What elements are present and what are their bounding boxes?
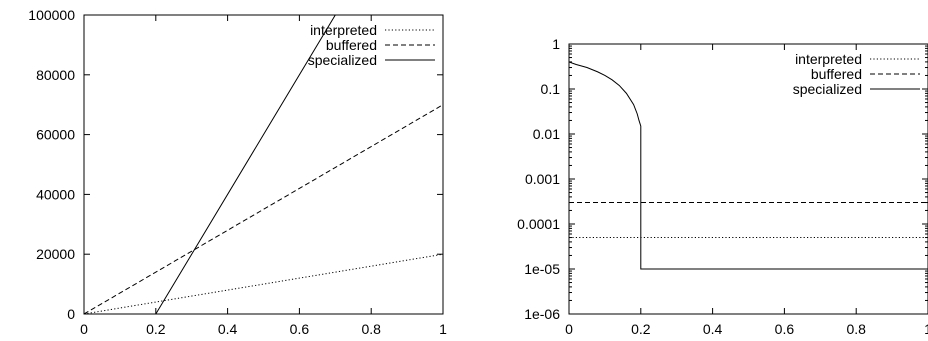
right-y-tick-label: 1e-05 (524, 261, 560, 277)
left-y-tick-label: 20000 (36, 246, 75, 262)
right-y-tick-label: 1e-06 (524, 306, 560, 322)
left-x-tick-label: 0.8 (361, 321, 381, 337)
right-series-specialized (569, 61, 928, 270)
right-legend-label-buffered: buffered (811, 66, 862, 82)
right-legend-label-specialized: specialized (793, 81, 862, 97)
right-plot-frame (568, 43, 928, 315)
left-series-specialized (84, 15, 336, 314)
left-chart: 0 0.2 0.4 0.6 0.8 1 0 20000 40000 60000 80000 10000… (28, 7, 447, 337)
right-y-tick-label: 0.001 (525, 171, 560, 187)
right-x-tick-label: 0.8 (846, 321, 866, 337)
left-y-tick-label: 100000 (28, 7, 75, 23)
left-legend-label-interpreted: interpreted (310, 22, 377, 38)
right-x-tick-label: 0.4 (703, 321, 723, 337)
left-legend-label-buffered: buffered (326, 37, 377, 53)
left-plot-frame (83, 14, 444, 315)
left-x-tick-label: 0.4 (218, 321, 238, 337)
right-chart: 0 0.2 0.4 0.6 0.8 1 1e-06 1e-05 0.0001 0.001 0.01 0… (517, 36, 928, 337)
left-y-tick-label: 40000 (36, 186, 75, 202)
right-x-tick-label: 0.6 (775, 321, 795, 337)
left-x-tick-label: 0.6 (290, 321, 310, 337)
right-x-tick-label: 0 (565, 321, 573, 337)
left-series-buffered (84, 104, 443, 314)
right-y-tick-label: 0.0001 (517, 216, 560, 232)
right-y-tick-label: 1 (552, 36, 560, 52)
left-x-tick-label: 0 (80, 321, 88, 337)
left-x-tick-label: 0.2 (146, 321, 166, 337)
right-x-tick-label: 0.2 (631, 321, 651, 337)
left-y-tick-label: 0 (67, 306, 75, 322)
left-x-tick-label: 1 (439, 321, 447, 337)
right-y-tick-label: 0.01 (533, 126, 560, 142)
left-y-tick-label: 80000 (36, 67, 75, 83)
right-y-tick-label: 0.1 (541, 81, 561, 97)
right-x-tick-label: 1 (924, 321, 928, 337)
right-legend-label-interpreted: interpreted (795, 51, 862, 67)
left-series-interpreted (84, 253, 443, 314)
left-y-tick-label: 60000 (36, 127, 75, 143)
left-legend-label-specialized: specialized (308, 52, 377, 68)
